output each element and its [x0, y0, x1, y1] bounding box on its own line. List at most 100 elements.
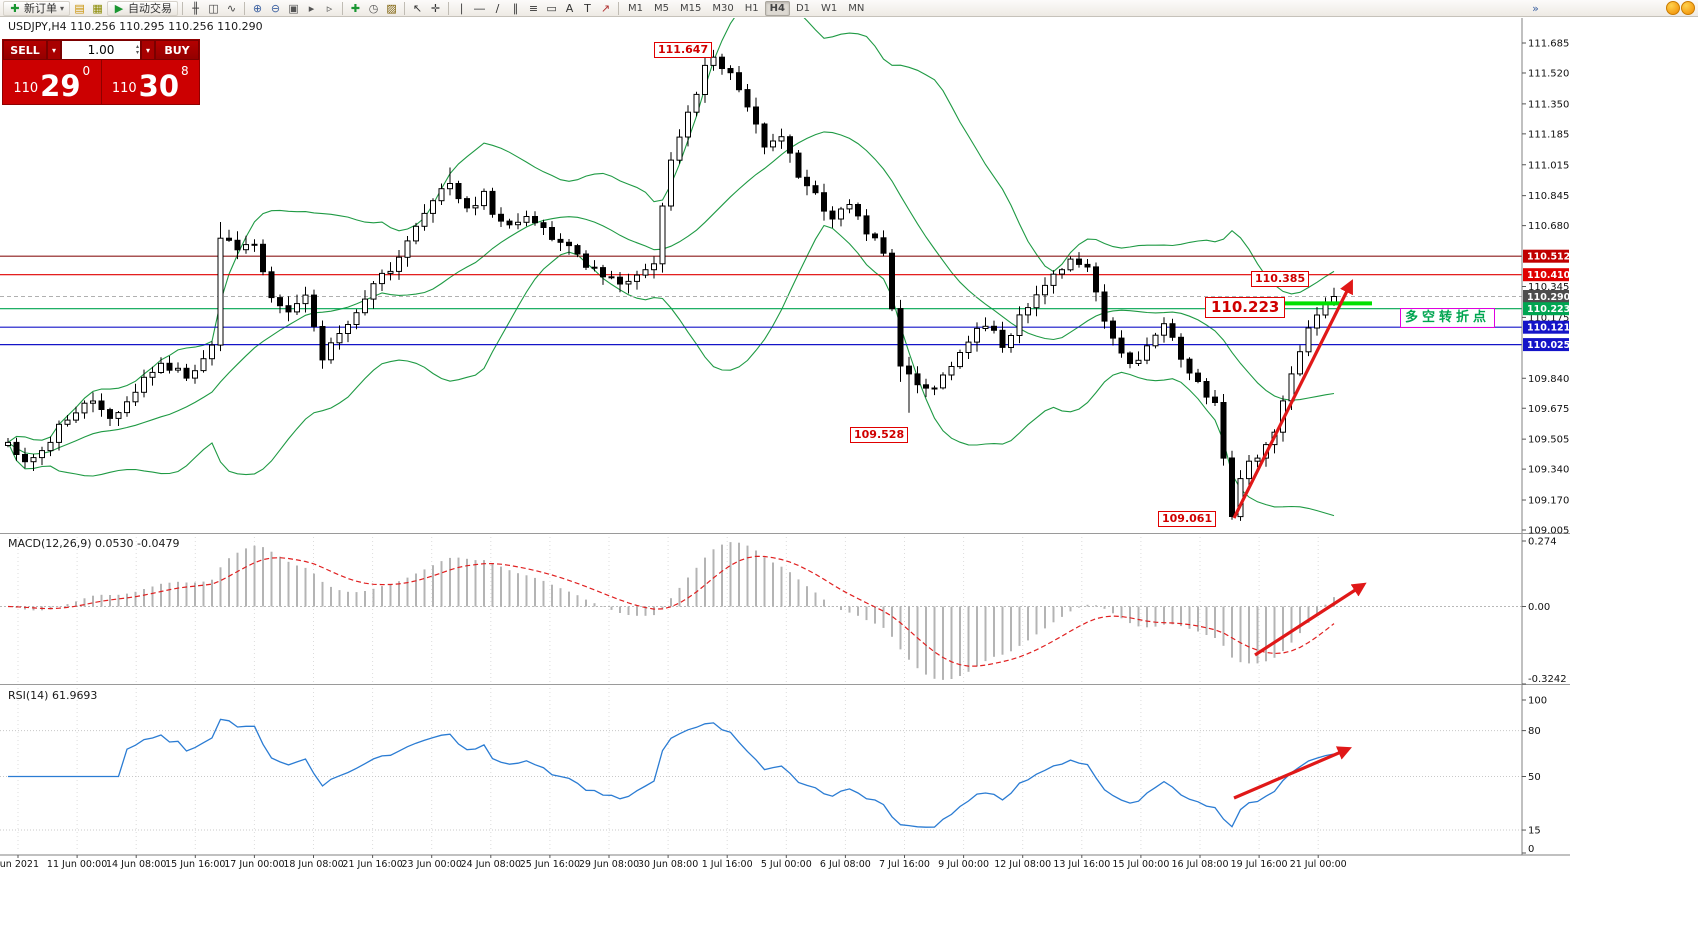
toolbar-right-icons [1666, 1, 1695, 15]
notification-icon[interactable] [1681, 1, 1695, 15]
svg-text:109.340: 109.340 [1528, 465, 1569, 476]
svg-text:23 Jun 00:00: 23 Jun 00:00 [402, 859, 462, 870]
templates-icon[interactable]: ▨ [386, 1, 397, 15]
timeframe-button-h1[interactable]: H1 [744, 2, 759, 14]
sell-options-caret-icon[interactable]: ▾ [47, 40, 61, 60]
buy-options-caret-icon[interactable]: ▾ [141, 40, 155, 60]
chart-shift-icon[interactable]: ▹ [326, 1, 333, 15]
svg-text:15 Jul 00:00: 15 Jul 00:00 [1112, 859, 1169, 870]
cursor-icon[interactable]: ↖ [412, 1, 423, 15]
channel-icon[interactable]: ∥ [512, 1, 519, 15]
market-watch-icon[interactable]: ▤ [74, 1, 85, 15]
timeframe-button-d1[interactable]: D1 [795, 2, 811, 14]
volume-steppers[interactable]: ▴ ▾ [136, 41, 139, 59]
alert-icon[interactable] [1666, 1, 1680, 15]
candlestick-chart-icon[interactable]: ◫ [208, 1, 219, 15]
toolbar-separator [404, 1, 406, 15]
bar-chart-icon[interactable]: ╫ [192, 1, 199, 15]
price-callout-110223[interactable]: 110.223 [1205, 297, 1286, 318]
timeframe-button-m15[interactable]: M15 [680, 2, 702, 14]
timeframe-button-m30[interactable]: M30 [712, 2, 734, 14]
candlestick-series [5, 49, 1337, 521]
svg-text:109.170: 109.170 [1528, 496, 1569, 507]
trendline-icon[interactable]: ∕ [495, 1, 500, 15]
bollinger-bands [7, 18, 1335, 517]
svg-text:5 Jul 00:00: 5 Jul 00:00 [761, 859, 812, 870]
auto-trading-button[interactable]: ▶ 自动交易 [107, 0, 179, 16]
svg-text:110.175: 110.175 [1528, 313, 1569, 324]
price-axis-highlight [1523, 290, 1569, 303]
svg-text:111.350: 111.350 [1528, 99, 1569, 110]
trend-arrows[interactable] [1232, 279, 1367, 800]
svg-text:30 Jun 08:00: 30 Jun 08:00 [638, 859, 698, 870]
turning-point-annotation[interactable]: 多空转折点 [1400, 308, 1496, 328]
svg-text:110.025: 110.025 [1527, 340, 1570, 351]
sell-button[interactable]: SELL [3, 40, 47, 60]
horizontal-line-icon[interactable]: ― [474, 1, 486, 15]
shapes-icon[interactable]: ▭ [546, 1, 557, 15]
volume-down-icon[interactable]: ▾ [135, 49, 139, 56]
volume-input[interactable]: 1.00 ▴ ▾ [61, 40, 141, 60]
svg-text:6 Jul 08:00: 6 Jul 08:00 [820, 859, 871, 870]
svg-text:19 Jul 16:00: 19 Jul 16:00 [1231, 859, 1288, 870]
price-callout-109528[interactable]: 109.528 [850, 427, 909, 443]
svg-text:110.345: 110.345 [1528, 282, 1569, 293]
buy-price[interactable]: 110 30 8 [100, 60, 200, 104]
fibonacci-icon[interactable]: ≡ [528, 1, 539, 15]
horizontal-level-lines[interactable] [0, 255, 1522, 346]
svg-text:0.274: 0.274 [1528, 537, 1557, 548]
svg-text:111.185: 111.185 [1528, 129, 1569, 140]
text-icon[interactable]: A [565, 1, 574, 15]
auto-scroll-icon[interactable]: ▸ [308, 1, 315, 15]
rsi-indicator-label: RSI(14) 61.9693 [8, 689, 98, 702]
svg-text:80: 80 [1528, 726, 1541, 737]
main-toolbar: ✚ 新订单 ▾ ▤ ▦ ▶ 自动交易 ╫ ◫ ∿ ⊕ ⊖ ▣ ▸ ▹ ✚ ◷ ▨ ↖ ✛ ∣ ― ∕ ∥ ≡ ▭ A T ↗ M1 M5 M1… [0, 0, 1698, 17]
one-click-trading-panel: SELL ▾ 1.00 ▴ ▾ ▾ BUY 110 29 0 110 30 8 [2, 39, 200, 105]
indicators-icon[interactable]: ✚ [350, 1, 361, 15]
price-callout-110385[interactable]: 110.385 [1251, 271, 1310, 287]
price-callout-109061[interactable]: 109.061 [1158, 511, 1217, 527]
svg-text:12 Jul 08:00: 12 Jul 08:00 [994, 859, 1051, 870]
line-chart-icon[interactable]: ∿ [226, 1, 237, 15]
svg-text:21 Jun 16:00: 21 Jun 16:00 [342, 859, 402, 870]
volume-up-icon[interactable]: ▴ [135, 43, 139, 50]
chart-title: USDJPY,H4 110.256 110.295 110.256 110.29… [8, 20, 263, 33]
text-label-icon[interactable]: T [584, 1, 591, 15]
timeframe-button-mn[interactable]: MN [848, 2, 865, 14]
timeframe-button-w1[interactable]: W1 [821, 2, 838, 14]
vertical-line-icon[interactable]: ∣ [458, 1, 465, 15]
svg-text:110.223: 110.223 [1527, 304, 1570, 315]
timeframe-button-h4[interactable]: H4 [764, 0, 790, 16]
auto-trading-button-label: 自动交易 [128, 2, 173, 15]
sell-price-pips: 29 [40, 69, 81, 104]
price-callout-111647[interactable]: 111.647 [654, 42, 713, 58]
periods-icon[interactable]: ◷ [368, 1, 379, 15]
svg-text:110.512: 110.512 [1527, 252, 1570, 263]
svg-text:15 Jun 16:00: 15 Jun 16:00 [165, 859, 225, 870]
arrow-tools-icon[interactable]: ↗ [600, 1, 611, 15]
toolbar-separator [182, 1, 184, 15]
zoom-out-icon[interactable]: ⊖ [270, 1, 281, 15]
new-order-caret-icon: ▾ [60, 3, 65, 13]
timeframe-button-m5[interactable]: M5 [654, 2, 670, 14]
svg-text:21 Jul 00:00: 21 Jul 00:00 [1290, 859, 1347, 870]
timeframe-button-m1[interactable]: M1 [628, 2, 644, 14]
sell-price[interactable]: 110 29 0 [3, 60, 101, 104]
svg-text:Jun 2021: Jun 2021 [0, 859, 39, 870]
svg-text:110.121: 110.121 [1527, 323, 1570, 334]
buy-price-pips: 30 [138, 69, 180, 104]
sell-price-point: 0 [82, 64, 91, 78]
svg-text:111.015: 111.015 [1528, 160, 1569, 171]
scroll-to-end-icon[interactable]: » [1532, 1, 1539, 15]
svg-text:13 Jul 16:00: 13 Jul 16:00 [1053, 859, 1110, 870]
crosshair-icon[interactable]: ✛ [430, 1, 441, 15]
new-order-button[interactable]: ✚ 新订单 ▾ [3, 0, 71, 16]
buy-button[interactable]: BUY [155, 40, 199, 60]
zoom-in-icon[interactable]: ⊕ [252, 1, 263, 15]
tile-windows-icon[interactable]: ▣ [288, 1, 299, 15]
data-window-icon[interactable]: ▦ [92, 1, 103, 15]
price-axis-highlight [1523, 320, 1569, 334]
macd-indicator-label: MACD(12,26,9) 0.0530 -0.0479 [8, 537, 180, 550]
svg-text:111.520: 111.520 [1528, 68, 1569, 79]
